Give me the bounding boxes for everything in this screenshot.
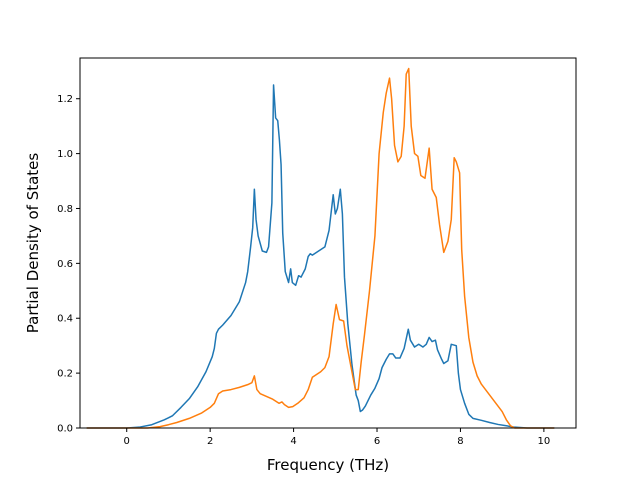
y-axis: 0.0 0.2 0.4 0.6 0.8 1.0 1.2 [57, 94, 80, 435]
y-tick-label: 0.2 [57, 369, 73, 380]
series-line-2 [86, 67, 555, 429]
x-tick-label: 6 [374, 436, 380, 447]
plot-frame [79, 57, 577, 429]
y-tick-label: 0.6 [57, 259, 73, 270]
x-tick-label: 8 [457, 436, 463, 447]
x-tick-label: 2 [207, 436, 213, 447]
y-tick-label: 0.8 [57, 204, 73, 215]
y-tick-label: 0.4 [57, 314, 73, 325]
x-tick-label: 0 [124, 436, 130, 447]
x-tick-label: 4 [290, 436, 296, 447]
x-tick-label: 10 [538, 436, 551, 447]
y-tick-label: 1.0 [57, 149, 73, 160]
y-tick-label: 1.2 [57, 94, 73, 105]
x-axis-label: Frequency (THz) [267, 456, 389, 474]
y-tick-label: 0.0 [57, 424, 73, 435]
series-layer [86, 67, 555, 429]
y-axis-label: Partial Density of States [24, 153, 42, 334]
series-line-1 [86, 84, 555, 429]
x-axis: 0 2 4 6 8 10 [124, 428, 551, 447]
